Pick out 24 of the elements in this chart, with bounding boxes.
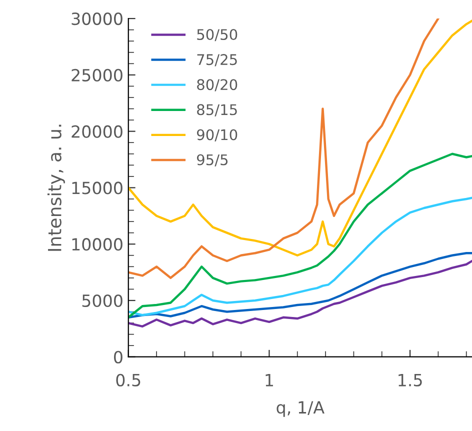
y-tick-label: 10000 bbox=[72, 238, 122, 251]
y-tick-label: 0 bbox=[114, 350, 122, 364]
x-tick-label: 0.5 bbox=[116, 374, 140, 386]
y-axis-title: Intensity, a. u. bbox=[47, 124, 65, 251]
y-tick-label: 20000 bbox=[72, 125, 122, 138]
y-tick-label: 5000 bbox=[82, 294, 122, 308]
line-series bbox=[128, 152, 472, 319]
legend-label: 85/15 bbox=[197, 104, 237, 116]
legend-label: 75/25 bbox=[197, 54, 237, 66]
legend-label: 80/20 bbox=[197, 79, 238, 92]
x-tick-label: 1 bbox=[266, 374, 273, 386]
legend-label: 50/50 bbox=[197, 29, 238, 42]
line-series bbox=[128, 18, 440, 280]
line-series bbox=[128, 252, 472, 319]
y-tick-label: 25000 bbox=[72, 68, 122, 82]
line-series bbox=[128, 260, 472, 328]
line-series bbox=[128, 196, 472, 316]
x-axis-title: q, 1/A bbox=[276, 401, 324, 417]
y-tick-label: 15000 bbox=[72, 182, 122, 194]
line-series bbox=[128, 20, 472, 256]
y-tick-label: 30000 bbox=[72, 12, 122, 26]
legend-label: 95/5 bbox=[197, 154, 228, 166]
x-tick-label: 1.5 bbox=[398, 374, 422, 386]
legend-label: 90/10 bbox=[197, 129, 238, 142]
